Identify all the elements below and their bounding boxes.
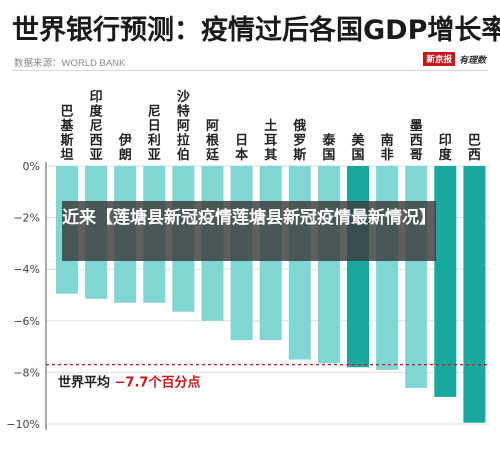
headline-overlay: 近来【莲塘县新冠疫情莲塘县新冠疫情最新情况】 bbox=[62, 201, 436, 261]
category-label: 墨西哥 bbox=[410, 119, 423, 163]
data-source: 数据来源：WORLD BANK bbox=[14, 58, 126, 69]
bar bbox=[434, 166, 457, 397]
header-divider bbox=[12, 70, 488, 71]
category-label: 日本 bbox=[235, 134, 248, 164]
category-label: 泰国 bbox=[321, 133, 336, 164]
y-tick-label: −6% bbox=[13, 315, 40, 328]
bar bbox=[317, 166, 340, 364]
category-label: 土耳其 bbox=[264, 118, 277, 163]
category-label: 印度尼西亚 bbox=[90, 90, 104, 163]
category-label: 沙特阿拉伯 bbox=[177, 90, 190, 163]
bar bbox=[405, 166, 428, 388]
category-label: 巴基斯坦 bbox=[59, 105, 74, 164]
bar bbox=[376, 166, 399, 370]
category-label: 南非 bbox=[381, 133, 394, 164]
bar bbox=[288, 166, 311, 360]
average-label: 世界平均 −7.7个百分点 bbox=[58, 375, 200, 391]
category-label: 尼日利亚 bbox=[148, 105, 161, 164]
y-tick-label: −8% bbox=[13, 366, 40, 379]
category-label: 阿根廷 bbox=[205, 119, 220, 163]
brand-script: 有理数 bbox=[458, 55, 486, 66]
category-label: 伊朗 bbox=[118, 133, 132, 164]
bar bbox=[347, 166, 369, 368]
y-tick-label: −4% bbox=[13, 263, 40, 276]
category-label: 印度 bbox=[439, 134, 453, 164]
y-tick-label: −2% bbox=[13, 212, 40, 225]
category-label: 美国 bbox=[351, 133, 365, 164]
category-label: 巴西 bbox=[468, 134, 481, 164]
bar bbox=[463, 166, 486, 423]
brand-logo: 新京报 有理数 bbox=[423, 52, 486, 66]
y-tick-label: −10% bbox=[6, 418, 40, 431]
y-tick-label: 0% bbox=[23, 160, 40, 173]
chart-title: 世界银行预测：疫情过后各国GDP增长率 bbox=[12, 15, 500, 46]
brand-box: 新京报 bbox=[423, 52, 455, 66]
category-label: 俄罗斯 bbox=[292, 118, 306, 163]
